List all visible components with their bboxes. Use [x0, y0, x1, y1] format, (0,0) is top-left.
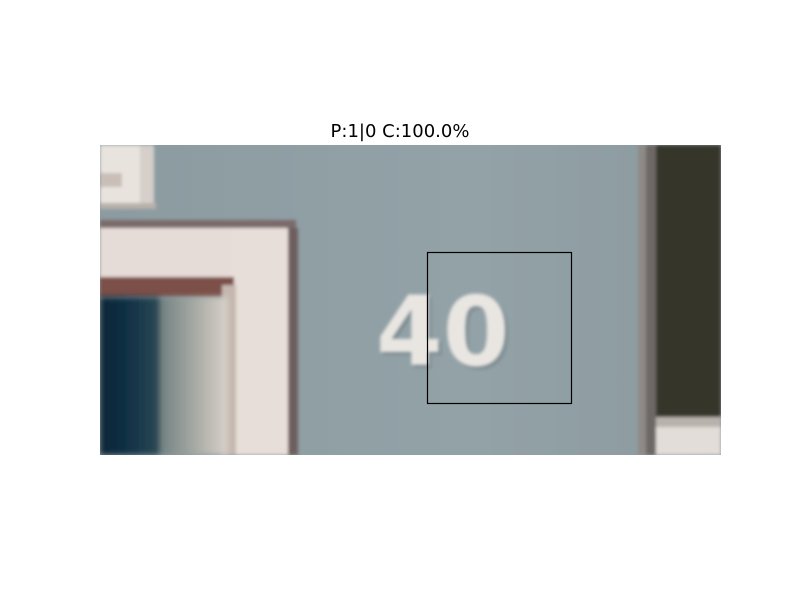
house-number-digits: 40 40 — [376, 276, 513, 391]
door-frame — [100, 220, 298, 455]
right-window — [638, 145, 721, 455]
svg-text:40: 40 — [379, 279, 513, 391]
door-opening — [100, 297, 228, 455]
figure-title: P:1|0 C:100.0% — [330, 121, 470, 142]
svg-text:40: 40 — [376, 276, 510, 388]
upper-left-trim — [100, 145, 156, 209]
detection-box — [426, 251, 573, 405]
house-number-photo: 40 40 — [100, 145, 721, 455]
